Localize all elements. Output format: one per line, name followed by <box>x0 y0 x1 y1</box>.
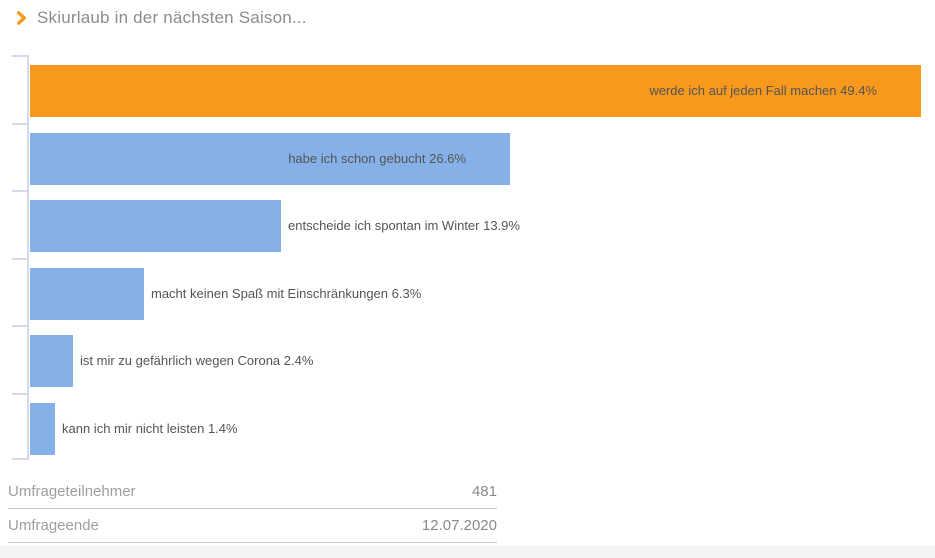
bar: habe ich schon gebucht 26.6% <box>30 133 510 185</box>
summary-label: Umfrageteilnehmer <box>8 483 136 500</box>
axis-tick <box>12 258 28 260</box>
bar <box>30 200 281 252</box>
bar <box>30 335 73 387</box>
axis-tick <box>12 458 28 460</box>
bar: werde ich auf jeden Fall machen 49.4% <box>30 65 921 117</box>
axis-tick <box>12 190 28 192</box>
bar-label: habe ich schon gebucht 26.6% <box>288 151 466 166</box>
axis-tick <box>12 393 28 395</box>
bar-label: werde ich auf jeden Fall machen 49.4% <box>649 83 877 98</box>
summary-value: 12.07.2020 <box>421 517 497 534</box>
bar-label: ist mir zu gefährlich wegen Corona 2.4% <box>80 353 314 368</box>
y-axis-line <box>27 55 29 460</box>
summary-row: Umfrageteilnehmer 481 <box>8 475 497 509</box>
summary-value: 481 <box>471 483 497 500</box>
axis-tick <box>12 325 28 327</box>
page-title: Skiurlaub in der nächsten Saison... <box>37 8 307 27</box>
bar <box>30 268 144 320</box>
page-footer-strip <box>0 546 935 558</box>
bar-label: macht keinen Spaß mit Einschränkungen 6.… <box>151 286 422 301</box>
bar-label: entscheide ich spontan im Winter 13.9% <box>288 218 520 233</box>
chart-header: Skiurlaub in der nächsten Saison... <box>14 8 307 28</box>
bar <box>30 403 55 455</box>
chevron-right-icon <box>14 10 29 26</box>
axis-tick <box>12 55 28 57</box>
summary-table: Umfrageteilnehmer 481 Umfrageende 12.07.202… <box>8 475 497 543</box>
summary-label: Umfrageende <box>8 517 99 534</box>
bar-chart: werde ich auf jeden Fall machen 49.4% hab… <box>0 55 935 460</box>
bar-label: kann ich mir nicht leisten 1.4% <box>62 421 238 436</box>
axis-tick <box>12 123 28 125</box>
summary-row: Umfrageende 12.07.2020 <box>8 509 497 543</box>
